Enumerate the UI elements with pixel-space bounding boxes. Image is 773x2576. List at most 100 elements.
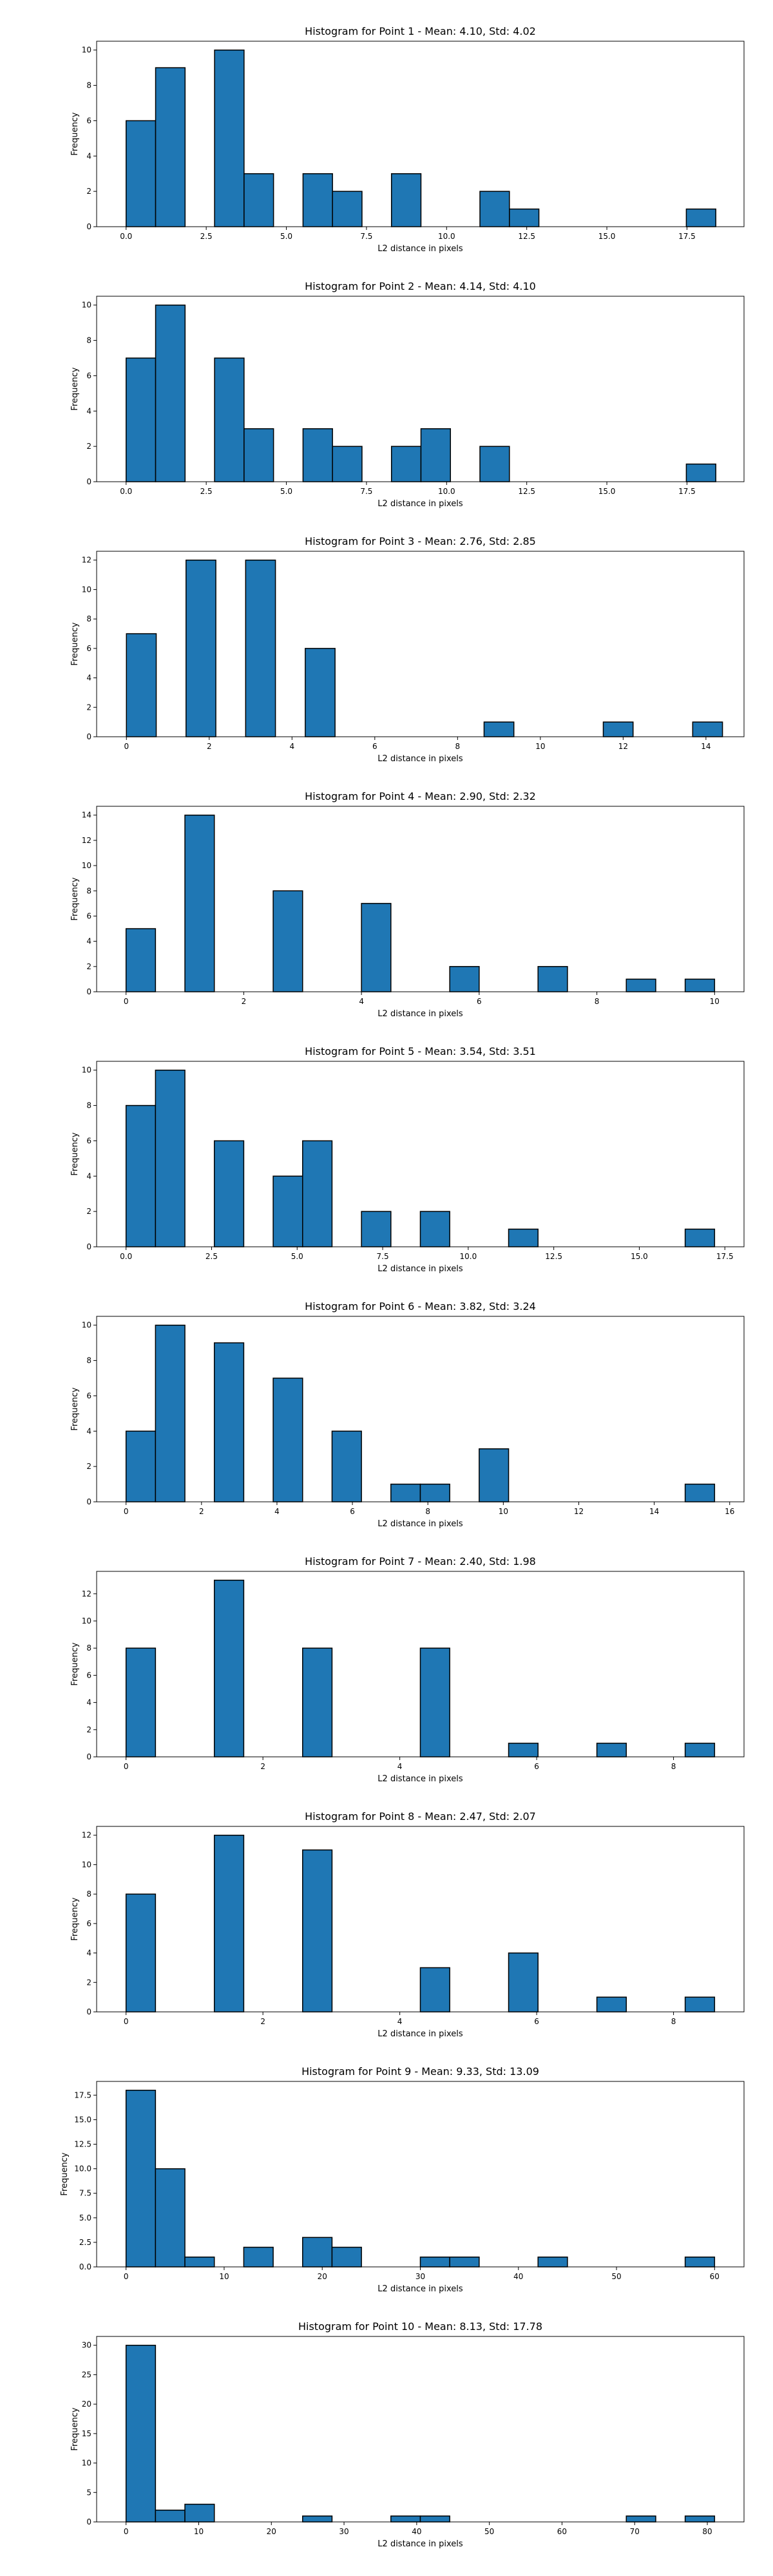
x-tick-label: 6 bbox=[477, 997, 482, 1006]
y-tick-label: 14 bbox=[82, 811, 91, 820]
y-tick-label: 0 bbox=[86, 987, 91, 996]
y-tick-label: 2 bbox=[86, 187, 91, 196]
histogram-bar bbox=[684, 2515, 716, 2523]
histogram-bar bbox=[596, 1743, 627, 1757]
y-axis-label: Frequency bbox=[70, 1897, 80, 1940]
x-tick-label: 7.5 bbox=[360, 487, 372, 496]
y-tick-label: 4 bbox=[86, 1949, 91, 1958]
x-tick-label: 10 bbox=[535, 742, 545, 751]
x-tick-label: 60 bbox=[557, 2527, 567, 2536]
y-tick-label: 10 bbox=[82, 46, 91, 55]
x-tick-label: 8 bbox=[671, 2017, 676, 2026]
y-tick-label: 10 bbox=[82, 585, 91, 594]
y-tick-label: 6 bbox=[86, 1919, 91, 1928]
y-tick-label: 6 bbox=[86, 1671, 91, 1680]
histogram-bar bbox=[186, 559, 216, 737]
plot-frame bbox=[96, 1571, 745, 1757]
histogram-bar bbox=[126, 120, 157, 227]
x-tick-label: 40 bbox=[513, 2272, 523, 2281]
x-axis-label: L2 distance in pixels bbox=[377, 754, 463, 764]
histogram-bar bbox=[509, 208, 540, 227]
y-tick-label: 10 bbox=[82, 2459, 91, 2468]
histogram-bar bbox=[537, 2257, 568, 2268]
histogram-bar bbox=[479, 191, 510, 227]
x-tick-label: 0 bbox=[124, 2272, 129, 2281]
y-tick-label: 2.5 bbox=[79, 2238, 91, 2247]
histogram-panel: Histogram for Point 10 - Mean: 8.13, Std… bbox=[70, 2320, 745, 2549]
x-tick-label: 2 bbox=[199, 1507, 204, 1516]
x-tick-label: 0.0 bbox=[120, 487, 132, 496]
x-tick-label: 5.0 bbox=[280, 487, 292, 496]
y-axis-label: Frequency bbox=[70, 1387, 80, 1430]
histogram-bar bbox=[302, 2515, 333, 2523]
x-axis-label: L2 distance in pixels bbox=[377, 499, 463, 509]
histogram-bar bbox=[245, 559, 276, 737]
histogram-bar bbox=[684, 978, 716, 992]
y-tick-label: 8 bbox=[86, 1356, 91, 1365]
y-tick-label: 6 bbox=[86, 116, 91, 125]
histogram-bar bbox=[449, 2257, 480, 2268]
y-tick-label: 2 bbox=[86, 1207, 91, 1216]
x-axis-label: L2 distance in pixels bbox=[377, 244, 463, 254]
x-tick-label: 10 bbox=[499, 1507, 508, 1516]
histogram-bar bbox=[508, 1228, 539, 1247]
y-tick-label: 6 bbox=[86, 1391, 91, 1400]
chart-title: Histogram for Point 3 - Mean: 2.76, Std:… bbox=[305, 535, 536, 547]
histogram-bar bbox=[214, 49, 245, 227]
y-tick-label: 10 bbox=[82, 861, 91, 870]
x-tick-label: 5.0 bbox=[280, 232, 292, 241]
x-tick-label: 17.5 bbox=[716, 1252, 734, 1261]
y-tick-label: 4 bbox=[86, 1426, 91, 1435]
histogram-bar bbox=[419, 1647, 450, 1757]
histogram-bar bbox=[155, 2509, 186, 2523]
x-tick-label: 6 bbox=[534, 1762, 539, 1771]
x-tick-label: 10 bbox=[219, 2272, 229, 2281]
histogram-bar bbox=[302, 428, 333, 482]
histogram-bar bbox=[479, 446, 510, 482]
x-tick-label: 2 bbox=[260, 1762, 265, 1771]
y-axis-label: Frequency bbox=[70, 2407, 80, 2450]
histogram-panel: Histogram for Point 7 - Mean: 2.40, Std:… bbox=[70, 1555, 745, 1784]
histogram-panel: Histogram for Point 2 - Mean: 4.14, Std:… bbox=[70, 280, 745, 509]
chart-title: Histogram for Point 4 - Mean: 2.90, Std:… bbox=[305, 790, 536, 802]
x-tick-label: 14 bbox=[701, 742, 711, 751]
histogram-bar bbox=[125, 1104, 157, 1247]
histogram-bar bbox=[602, 721, 634, 737]
chart-title: Histogram for Point 10 - Mean: 8.13, Std… bbox=[298, 2320, 542, 2333]
y-tick-label: 0 bbox=[86, 1497, 91, 1506]
histogram-bar bbox=[684, 1483, 716, 1502]
histogram-bar bbox=[684, 2257, 716, 2268]
x-tick-label: 20 bbox=[318, 2272, 327, 2281]
histogram-panel: Histogram for Point 9 - Mean: 9.33, Std:… bbox=[60, 2065, 745, 2294]
histogram-bar bbox=[625, 978, 656, 992]
plot-frame bbox=[96, 1826, 745, 2012]
y-tick-label: 8 bbox=[86, 1889, 91, 1899]
histogram-bar bbox=[420, 428, 452, 482]
histogram-bar bbox=[125, 1430, 157, 1502]
x-tick-label: 40 bbox=[412, 2527, 421, 2536]
y-tick-label: 4 bbox=[86, 674, 91, 683]
y-tick-label: 10 bbox=[82, 1860, 91, 1869]
y-tick-label: 10 bbox=[82, 1321, 91, 1330]
histogram-bar bbox=[125, 1647, 157, 1757]
plot-frame bbox=[96, 1316, 745, 1502]
y-tick-label: 12 bbox=[82, 1831, 91, 1840]
histogram-bar bbox=[213, 1579, 245, 1757]
y-tick-label: 15.0 bbox=[74, 2115, 91, 2124]
plot-frame bbox=[96, 2336, 745, 2523]
histogram-bar bbox=[361, 1211, 392, 1247]
chart-title: Histogram for Point 8 - Mean: 2.47, Std:… bbox=[305, 1810, 536, 1823]
y-tick-label: 7.5 bbox=[79, 2189, 91, 2198]
histogram-bar bbox=[184, 2257, 215, 2268]
y-tick-label: 8 bbox=[86, 336, 91, 345]
y-tick-label: 2 bbox=[86, 1462, 91, 1471]
y-tick-label: 0 bbox=[86, 1242, 91, 1251]
y-tick-label: 0 bbox=[86, 477, 91, 486]
x-tick-label: 4 bbox=[397, 1762, 403, 1771]
x-tick-label: 0 bbox=[124, 997, 129, 1006]
y-tick-label: 20 bbox=[82, 2400, 91, 2409]
y-tick-label: 10 bbox=[82, 1066, 91, 1075]
x-axis-label: L2 distance in pixels bbox=[377, 2029, 463, 2039]
y-tick-label: 4 bbox=[86, 1698, 91, 1707]
x-tick-label: 80 bbox=[702, 2527, 712, 2536]
